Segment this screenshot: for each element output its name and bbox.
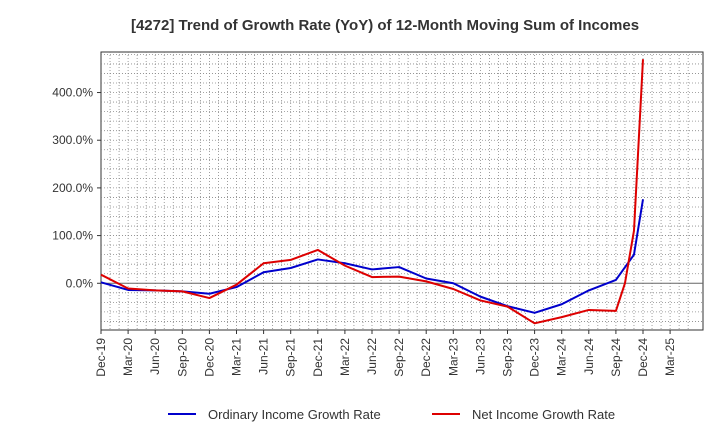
x-tick-label: Dec-22 xyxy=(419,338,433,377)
legend-label-2: Net Income Growth Rate xyxy=(472,407,615,422)
y-axis: 0.0% 100.0% 200.0% 300.0% 400.0% xyxy=(52,86,101,290)
x-tick-label: Sep-24 xyxy=(609,338,623,377)
x-axis: Dec-19 Mar-20 Jun-20 Sep-20 Dec-20 Mar-21 Jun-… xyxy=(94,330,677,377)
y-tick-label: 400.0% xyxy=(52,86,93,100)
x-tick-label: Sep-22 xyxy=(392,338,406,377)
x-tick-label: Jun-24 xyxy=(582,338,596,375)
x-tick-label: Dec-20 xyxy=(202,338,216,377)
x-tick-label: Mar-20 xyxy=(121,338,135,376)
series-line-2 xyxy=(100,59,644,325)
x-tick-label: Sep-23 xyxy=(501,338,515,377)
series-group xyxy=(100,59,644,325)
y-tick-label: 0.0% xyxy=(66,276,94,290)
x-tick-label: Dec-23 xyxy=(528,338,542,377)
chart-title: [4272] Trend of Growth Rate (YoY) of 12-… xyxy=(131,17,639,34)
x-tick-label: Mar-22 xyxy=(338,338,352,376)
x-tick-label: Dec-19 xyxy=(94,338,108,377)
y-tick-label: 300.0% xyxy=(52,133,93,147)
x-tick-label: Mar-25 xyxy=(663,338,677,376)
x-tick-label: Mar-24 xyxy=(555,338,569,376)
x-tick-label: Jun-21 xyxy=(257,338,271,375)
x-tick-label: Jun-23 xyxy=(473,338,487,375)
y-tick-label: 100.0% xyxy=(52,229,93,243)
x-tick-label: Sep-21 xyxy=(284,338,298,377)
x-tick-label: Jun-20 xyxy=(148,338,162,375)
x-tick-label: Mar-21 xyxy=(230,338,244,376)
legend: Ordinary Income Growth Rate Net Income Gr… xyxy=(168,407,615,422)
x-tick-label: Dec-24 xyxy=(636,338,650,377)
series-line-1 xyxy=(100,199,644,314)
x-tick-label: Sep-20 xyxy=(175,338,189,377)
x-tick-label: Jun-22 xyxy=(365,338,379,375)
x-tick-label: Dec-21 xyxy=(311,338,325,377)
legend-label-1: Ordinary Income Growth Rate xyxy=(208,407,381,422)
x-tick-label: Mar-23 xyxy=(446,338,460,376)
y-tick-label: 200.0% xyxy=(52,181,93,195)
